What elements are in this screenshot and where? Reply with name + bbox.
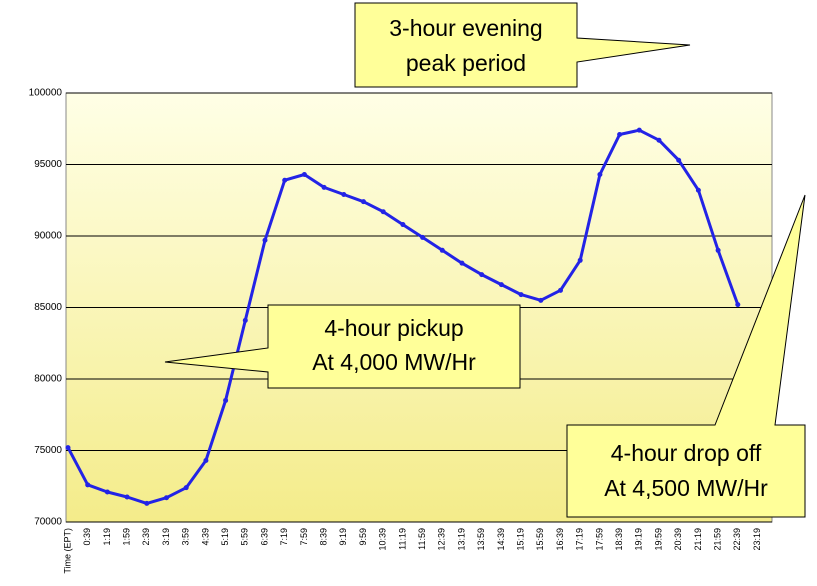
x-tick-label: 16:39	[555, 528, 565, 551]
x-tick-label: 15:59	[535, 528, 545, 551]
x-tick-label: 21:59	[712, 528, 722, 551]
data-point	[420, 234, 426, 240]
x-tick-label: 18:39	[614, 528, 624, 551]
data-point	[735, 302, 741, 308]
data-point	[715, 247, 721, 253]
data-point	[380, 209, 386, 215]
x-tick-label: 11:59	[417, 528, 427, 550]
data-point	[400, 222, 406, 228]
data-point	[676, 157, 682, 163]
x-tick-label: 9:19	[338, 528, 348, 546]
data-point	[617, 131, 623, 137]
y-tick-label: 90000	[34, 231, 62, 242]
data-point	[262, 237, 268, 243]
x-tick-label: 23:19	[752, 528, 762, 551]
data-point	[341, 192, 347, 198]
x-tick-label: 19:19	[634, 528, 644, 551]
data-point	[479, 272, 485, 278]
data-point	[538, 297, 544, 303]
x-tick-label: 17:19	[575, 528, 585, 551]
data-point	[242, 317, 248, 323]
data-point	[85, 482, 91, 488]
x-tick-label: 1:59	[121, 528, 131, 546]
x-tick-label: 21:19	[693, 528, 703, 551]
data-point	[164, 495, 169, 501]
x-tick-label: 19:59	[653, 528, 663, 551]
data-point	[361, 199, 366, 205]
x-tick-label: 4:39	[200, 528, 210, 546]
x-tick-label: 13:19	[456, 528, 466, 551]
y-tick-label: 75000	[34, 445, 62, 456]
callout-text: 4-hour pickup	[324, 315, 463, 341]
x-tick-label: 5:19	[220, 528, 230, 546]
data-point	[459, 260, 465, 266]
data-point	[203, 458, 209, 464]
x-tick-label: 8:39	[318, 528, 328, 546]
callout-box	[354, 2, 691, 88]
y-tick-label: 70000	[34, 517, 62, 528]
data-point	[124, 494, 130, 500]
data-point	[636, 127, 642, 133]
x-tick-label: 3:19	[161, 528, 171, 546]
callout-text: 3-hour evening	[389, 15, 542, 41]
x-tick-label: 10:39	[378, 528, 388, 551]
x-tick-label: 7:19	[279, 528, 289, 546]
data-point	[144, 500, 150, 506]
y-tick-label: 95000	[34, 159, 62, 170]
y-tick-label: 80000	[34, 374, 62, 385]
x-tick-label: 11:19	[397, 528, 407, 550]
data-point	[301, 172, 307, 178]
callout-text: 4-hour drop off	[611, 440, 762, 466]
data-point	[223, 397, 229, 403]
data-point	[183, 485, 189, 491]
x-tick-label: 7:59	[299, 528, 309, 546]
data-point	[577, 257, 583, 263]
x-tick-label: 12:39	[437, 528, 447, 551]
data-point	[498, 282, 504, 288]
x-tick-label: 15:19	[515, 528, 525, 551]
callout-text: At 4,000 MW/Hr	[312, 349, 476, 375]
x-tick-label: 9:59	[358, 528, 368, 546]
data-point	[558, 287, 563, 293]
x-tick-label: 13:59	[476, 528, 486, 551]
x-tick-label: 5:59	[240, 528, 250, 546]
y-tick-label: 100000	[29, 88, 63, 99]
x-tick-label: 6:39	[259, 528, 269, 546]
x-tick-label: 22:39	[732, 528, 742, 551]
x-tick-label: 14:39	[496, 528, 506, 551]
data-point	[65, 445, 71, 451]
callout-text: peak period	[406, 50, 526, 76]
callout-box	[164, 304, 521, 389]
callout-box	[566, 194, 806, 518]
x-tick-label: 1:19	[102, 528, 112, 546]
data-point	[321, 184, 327, 190]
x-tick-label: 0:39	[82, 528, 92, 546]
data-point	[104, 489, 110, 495]
x-tick-label: 2:39	[141, 528, 151, 546]
data-point	[439, 247, 445, 253]
x-tick-label: 20:39	[673, 528, 683, 551]
data-point	[597, 172, 603, 178]
x-tick-label: 3:59	[181, 528, 191, 546]
x-tick-label: 17:59	[594, 528, 604, 551]
data-point	[282, 177, 288, 183]
x-tick-label: Time (EPT)	[62, 528, 72, 574]
data-point	[656, 137, 662, 143]
callout-text: At 4,500 MW/Hr	[604, 475, 768, 501]
data-point	[695, 187, 701, 193]
y-tick-label: 85000	[34, 302, 62, 313]
data-point	[518, 292, 524, 298]
